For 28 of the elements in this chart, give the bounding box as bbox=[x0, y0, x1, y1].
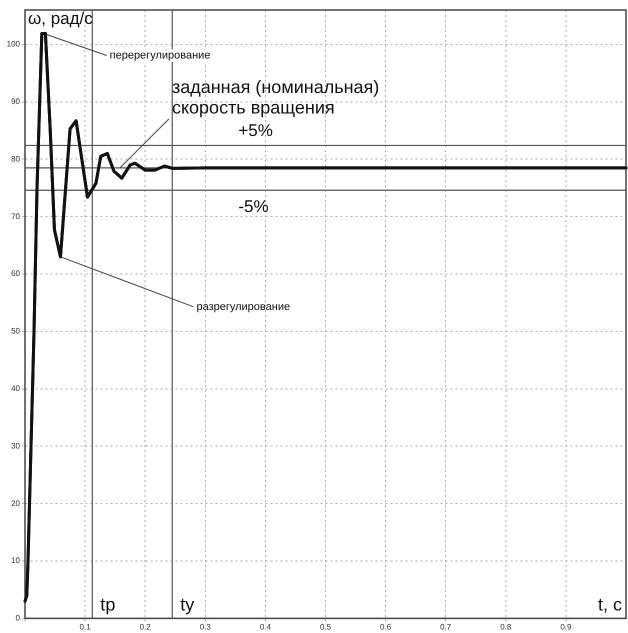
annotation: перерегулирование bbox=[110, 50, 210, 62]
x-tick-label: 0.5 bbox=[320, 622, 332, 632]
x-tick-label: 0.7 bbox=[440, 622, 452, 632]
x-tick-label: 0.2 bbox=[140, 622, 152, 632]
annotation: заданная (номинальная) скорость вращения bbox=[172, 76, 380, 118]
annotation: разрегулирование bbox=[196, 300, 290, 313]
y-tick-label: 20 bbox=[11, 498, 21, 508]
y-tick-label: 10 bbox=[11, 556, 21, 566]
annotation: +5% bbox=[238, 121, 273, 140]
x-tick-label: 0.8 bbox=[500, 622, 512, 632]
y-tick-label: 100 bbox=[6, 40, 21, 49]
y-tick-label: 30 bbox=[11, 441, 21, 450]
x-tick-label: 0.9 bbox=[560, 622, 572, 632]
y-tick-label: 90 bbox=[11, 97, 21, 106]
x-axis-title: t, с bbox=[598, 594, 622, 614]
ref-line-label: tр bbox=[100, 594, 116, 614]
x-tick-label: 0.4 bbox=[260, 622, 272, 632]
y-tick-label: 80 bbox=[11, 154, 21, 164]
y-tick-label: 60 bbox=[11, 269, 21, 278]
x-tick-label: 0.1 bbox=[80, 622, 92, 632]
y-tick-label: 70 bbox=[11, 212, 21, 221]
y-tick-label: 50 bbox=[11, 326, 21, 336]
y-tick-label: 40 bbox=[11, 384, 21, 394]
annotation: -5% bbox=[238, 196, 269, 216]
x-tick-label: 0.6 bbox=[380, 622, 392, 632]
x-tick-label: 0.3 bbox=[200, 622, 212, 632]
ref-line-label: tу bbox=[180, 594, 194, 614]
y-tick-label: 0 bbox=[16, 614, 21, 623]
